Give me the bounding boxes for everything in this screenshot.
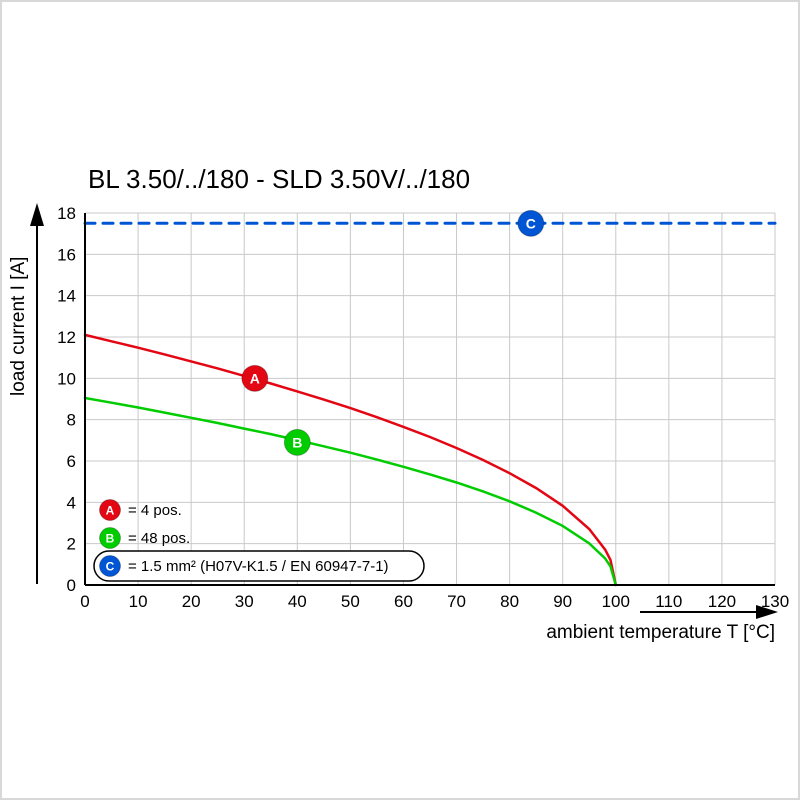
marker-letter-A: A (250, 370, 260, 386)
curve-B (83, 396, 618, 587)
y-tick-label: 6 (67, 452, 76, 471)
x-tick-label: 50 (341, 592, 360, 611)
x-tick-label: 40 (288, 592, 307, 611)
x-tick-label: 130 (761, 592, 789, 611)
marker-A (241, 364, 269, 392)
y-tick-label: 16 (57, 245, 76, 264)
y-tick-label: 12 (57, 328, 76, 347)
x-axis-arrowhead-icon (756, 605, 778, 619)
legend-box-C (93, 550, 425, 582)
y-tick-label: 10 (57, 369, 76, 388)
legend-label-A: = 4 pos. (128, 502, 182, 519)
legend-marker-B (99, 527, 121, 549)
y-tick-label: 4 (67, 493, 76, 512)
series-markers: A B C (241, 209, 545, 456)
tick-labels: 0 10 20 30 40 50 60 70 80 90 100 110 120 130 0 2 4 6 8 10 12… (57, 204, 789, 611)
y-tick-label: 14 (57, 287, 76, 306)
x-tick-label: 20 (182, 592, 201, 611)
y-axis-label: load current I [A] (8, 257, 29, 396)
x-tick-label: 30 (235, 592, 254, 611)
x-axis-label: ambient temperature T [°C] (546, 622, 775, 643)
x-tick-label: 110 (655, 592, 682, 611)
legend-marker-letter-A: A (106, 504, 115, 518)
legend-marker-letter-C: C (106, 560, 115, 574)
grid-lines (85, 212, 776, 585)
x-tick-label: 80 (500, 592, 519, 611)
y-tick-label: 0 (67, 576, 76, 595)
legend-label-B: = 48 pos. (128, 530, 190, 547)
x-tick-label: 70 (447, 592, 466, 611)
legend-marker-C (99, 555, 121, 577)
marker-B (283, 428, 311, 456)
curve-A (83, 333, 618, 587)
legend: A = 4 pos. B = 48 pos. C = 1.5 mm² (H07V-K1.5… (93, 499, 425, 582)
y-tick-label: 18 (57, 204, 76, 223)
x-tick-label: 10 (129, 592, 148, 611)
marker-letter-B: B (292, 434, 302, 450)
legend-label-C: = 1.5 mm² (H07V-K1.5 / EN 60947-7-1) (128, 558, 389, 575)
marker-letter-C: C (526, 215, 536, 231)
y-axis-arrowhead-icon (30, 203, 44, 226)
marker-C (517, 209, 545, 237)
y-tick-label: 8 (67, 411, 76, 430)
legend-marker-A (99, 499, 121, 521)
axes (84, 213, 775, 586)
legend-marker-letter-B: B (106, 532, 115, 546)
x-tick-label: 120 (708, 592, 736, 611)
axis-arrows (30, 203, 778, 619)
x-tick-label: 100 (602, 592, 630, 611)
x-tick-label: 90 (553, 592, 572, 611)
y-tick-label: 2 (67, 535, 76, 554)
series-curves (83, 221, 777, 587)
x-tick-label: 60 (394, 592, 413, 611)
chart-title: BL 3.50/../180 - SLD 3.50V/../180 (88, 164, 470, 194)
x-tick-label: 0 (80, 592, 89, 611)
